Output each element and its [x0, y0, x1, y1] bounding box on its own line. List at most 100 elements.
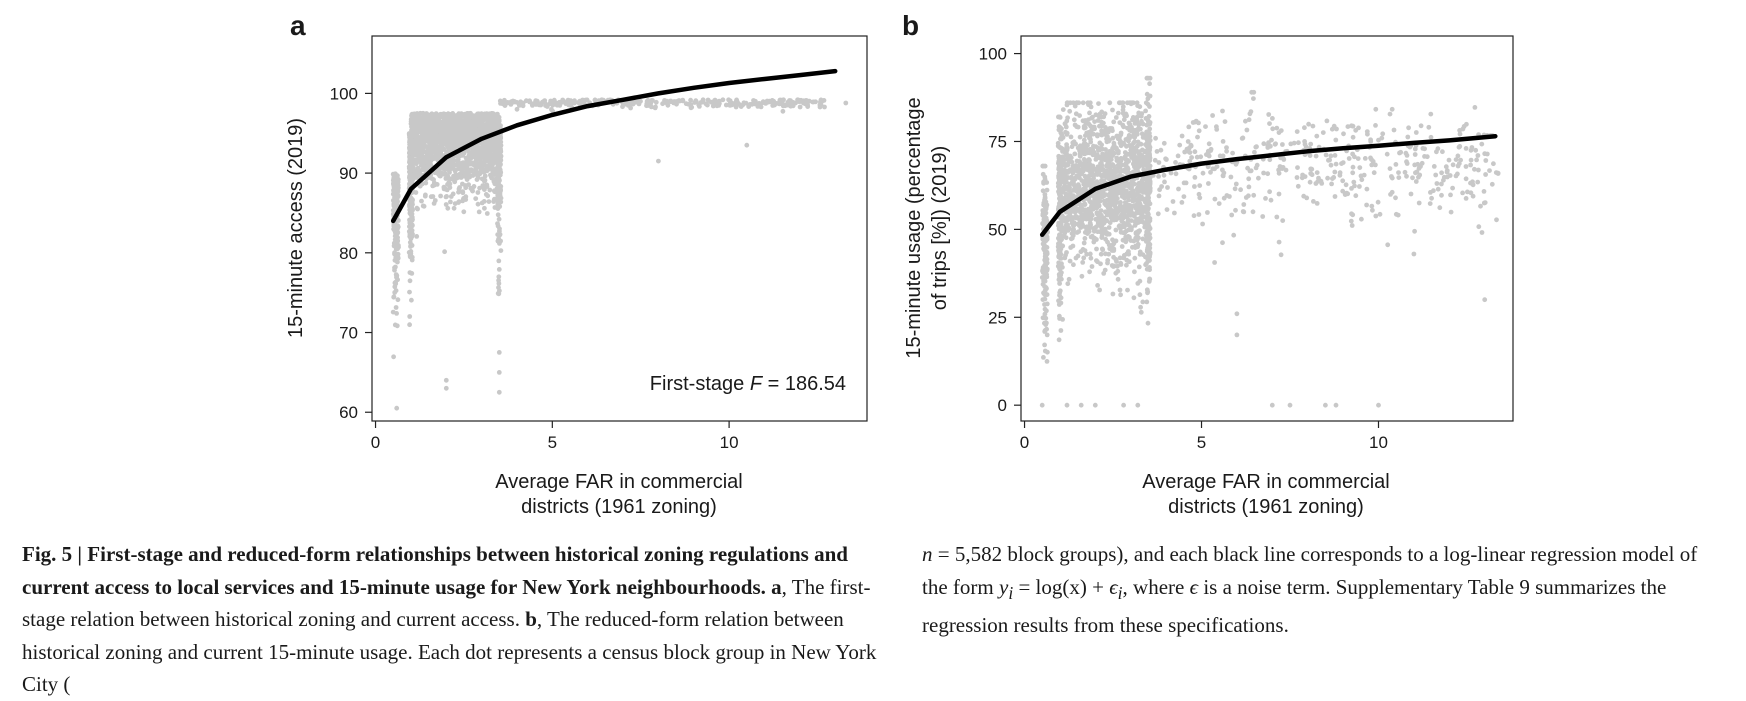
scatter-point — [1095, 283, 1100, 288]
scatter-point — [1095, 191, 1101, 197]
scatter-point — [1220, 153, 1226, 159]
scatter-point — [1359, 216, 1364, 222]
y-tick-label: 70 — [339, 324, 358, 343]
scatter-point — [730, 101, 735, 106]
scatter-point — [1044, 249, 1050, 255]
scatter-point — [592, 97, 598, 103]
scatter-point — [446, 124, 452, 130]
scatter-point — [1349, 223, 1355, 228]
scatter-point — [1197, 195, 1203, 201]
scatter-point — [660, 101, 665, 107]
scatter-point — [1109, 200, 1114, 205]
scatter-point — [1142, 149, 1148, 155]
scatter-point — [1145, 290, 1150, 296]
scatter-point — [1314, 201, 1320, 206]
scatter-point — [1144, 299, 1150, 305]
scatter-point — [1333, 161, 1339, 167]
scatter-point — [1103, 236, 1108, 242]
scatter-point — [753, 98, 758, 104]
scatter-point — [394, 405, 400, 411]
scatter-point — [1063, 252, 1068, 258]
scatter-point — [1156, 193, 1162, 199]
scatter-point — [1393, 195, 1398, 201]
scatter-point — [1433, 172, 1439, 178]
scatter-point — [1357, 184, 1362, 189]
scatter-point — [1095, 164, 1101, 170]
scatter-point — [1362, 156, 1368, 161]
scatter-point — [1426, 124, 1432, 130]
scatter-point — [448, 199, 453, 205]
scatter-point — [1127, 205, 1132, 211]
scatter-point — [1111, 241, 1117, 246]
scatter-point — [1109, 126, 1115, 132]
scatter-point — [1186, 124, 1192, 130]
scatter-point — [1476, 167, 1481, 173]
scatter-point — [408, 243, 414, 249]
scatter-point — [1428, 111, 1434, 117]
scatter-point — [1191, 213, 1197, 219]
scatter-point — [425, 162, 431, 168]
scatter-point — [466, 149, 472, 155]
scatter-point — [1042, 244, 1048, 249]
scatter-point — [648, 101, 653, 107]
scatter-point — [1081, 137, 1087, 143]
scatter-point — [1172, 210, 1177, 216]
scatter-point — [1128, 227, 1134, 233]
scatter-point — [1106, 225, 1112, 230]
scatter-point — [1361, 172, 1367, 178]
scatter-point — [498, 153, 503, 159]
scatter-point — [497, 160, 503, 166]
scatter-point — [495, 189, 501, 195]
scatter-point — [1144, 236, 1149, 242]
scatter-point — [1121, 211, 1126, 217]
scatter-point — [1139, 189, 1144, 194]
scatter-point — [1147, 126, 1153, 132]
scatter-point — [445, 111, 451, 117]
scatter-point — [1184, 146, 1190, 152]
scatter-point — [1479, 141, 1485, 147]
scatter-point — [1128, 147, 1134, 153]
scatter-point — [461, 209, 467, 215]
scatter-point — [410, 112, 416, 117]
scatter-point — [423, 115, 429, 120]
scatter-point — [1252, 149, 1257, 155]
scatter-point — [1483, 172, 1488, 177]
scatter-point — [1070, 243, 1076, 249]
scatter-point — [1125, 287, 1130, 293]
scatter-point — [408, 136, 413, 142]
scatter-point — [1329, 126, 1335, 132]
scatter-point — [1450, 185, 1455, 191]
scatter-point — [789, 103, 795, 109]
scatter-point — [1104, 156, 1110, 161]
scatter-point — [1042, 311, 1048, 317]
scatter-point — [433, 144, 438, 150]
scatter-point — [470, 114, 476, 119]
scatter-point — [1265, 145, 1271, 150]
scatter-point — [1055, 143, 1061, 149]
scatter-point — [414, 132, 420, 138]
scatter-point — [1404, 173, 1409, 179]
scatter-point — [435, 119, 441, 125]
scatter-point — [743, 100, 749, 106]
scatter-point — [421, 157, 427, 162]
scatter-point — [1196, 212, 1202, 217]
scatter-point — [487, 187, 493, 193]
scatter-point — [1396, 175, 1402, 181]
scatter-point — [1101, 152, 1107, 158]
scatter-point — [1369, 203, 1375, 209]
scatter-point — [1093, 157, 1099, 162]
scatter-point — [1116, 162, 1122, 167]
scatter-point — [1089, 204, 1094, 209]
scatter-point — [1364, 129, 1370, 135]
scatter-point — [1131, 295, 1137, 301]
scatter-point — [460, 118, 466, 124]
scatter-point — [1413, 170, 1418, 176]
scatter-point — [1070, 170, 1076, 176]
scatter-point — [472, 150, 477, 156]
scatter-point — [1131, 238, 1137, 244]
scatter-point — [797, 104, 803, 110]
scatter-point — [391, 294, 397, 300]
scatter-point — [1216, 201, 1222, 207]
scatter-point — [1371, 170, 1377, 176]
scatter-point — [1112, 184, 1118, 190]
